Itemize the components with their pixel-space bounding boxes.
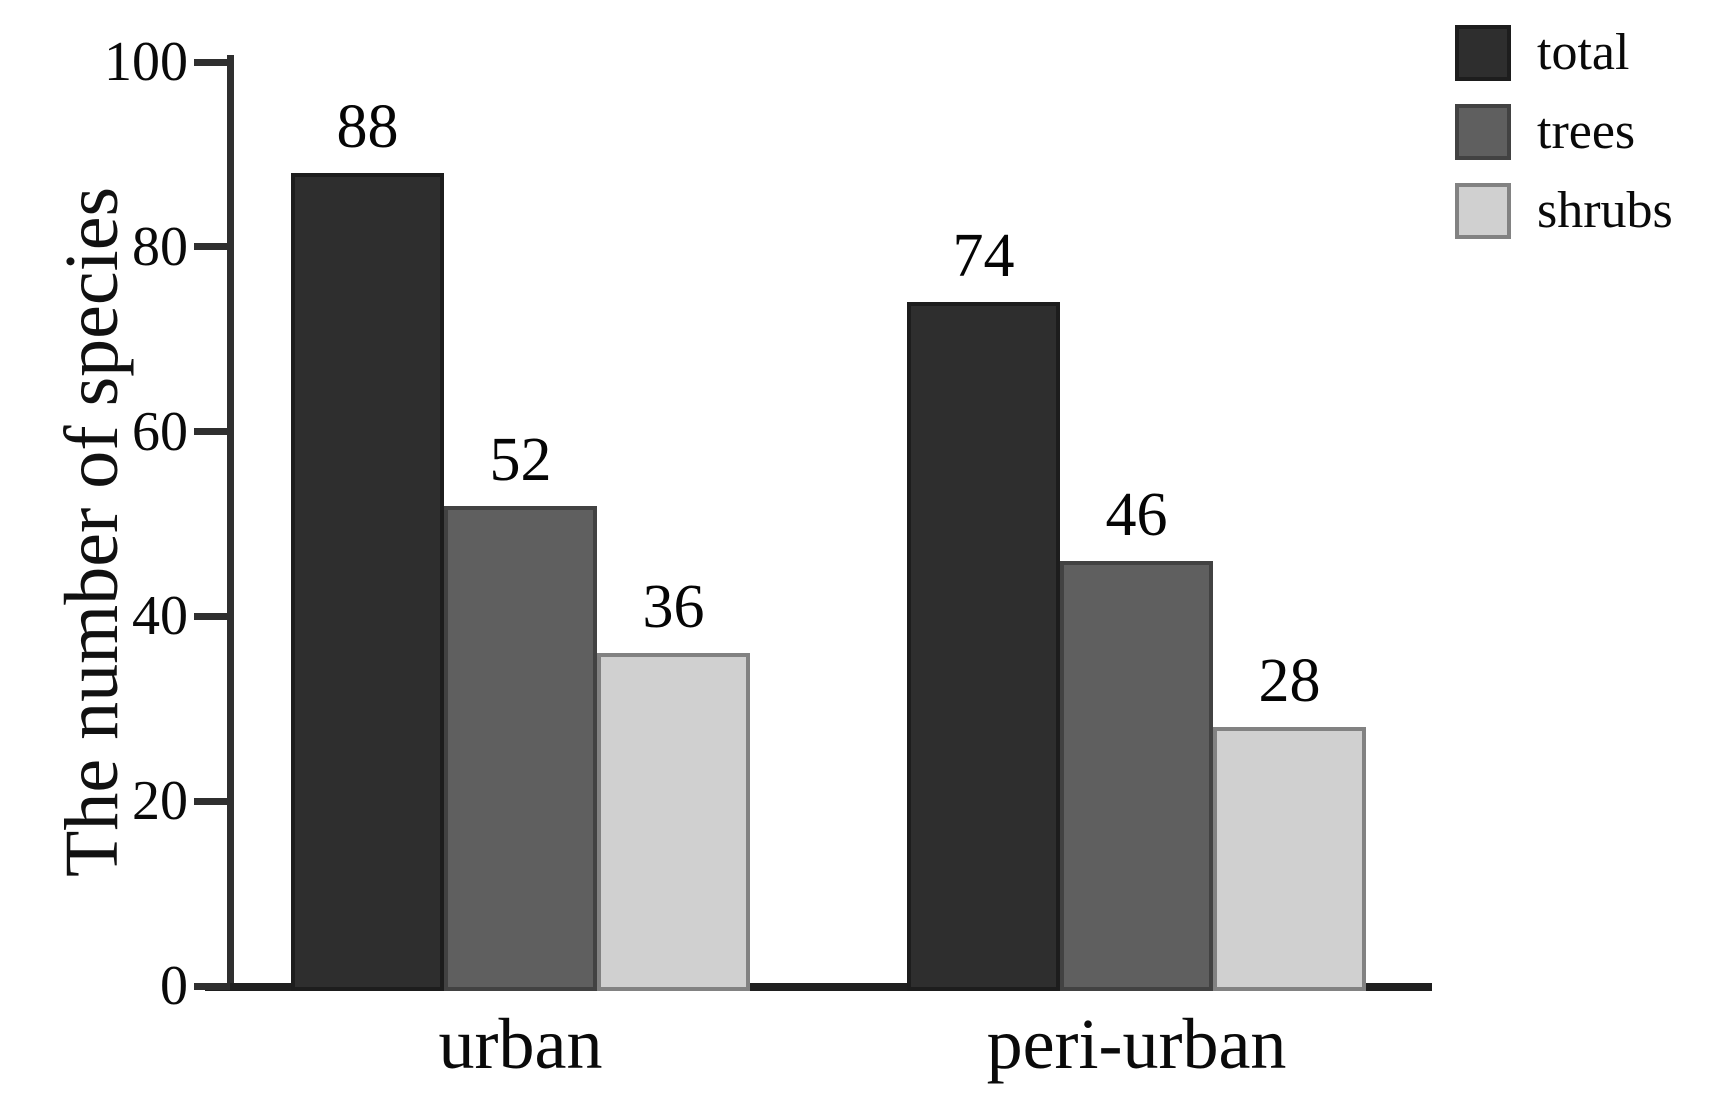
x-axis-line [205, 983, 1432, 991]
bar-value-label-urban-total: 88 [336, 92, 399, 161]
bar-peri-urban-shrubs [1213, 727, 1366, 991]
legend-label-shrubs: shrubs [1537, 182, 1673, 239]
bar-peri-urban-total [907, 302, 1060, 991]
y-tick-label-0: 0 [160, 955, 188, 1017]
y-tick-mark-20 [194, 797, 230, 805]
y-tick-label-100: 100 [104, 31, 188, 93]
y-tick-mark-60 [194, 428, 230, 436]
bar-value-label-urban-trees: 52 [489, 425, 552, 494]
legend-label-trees: trees [1537, 103, 1636, 160]
y-tick-mark-100 [194, 58, 230, 66]
bar-urban-shrubs [597, 653, 750, 991]
bar-urban-trees [444, 505, 597, 991]
legend-swatch-shrubs [1455, 183, 1511, 239]
legend-swatch-trees [1455, 104, 1511, 160]
bar-urban-total [291, 172, 444, 991]
bar-value-label-urban-shrubs: 36 [642, 573, 705, 642]
category-label-urban: urban [438, 1004, 603, 1084]
y-axis-title: The number of species [50, 186, 134, 878]
y-tick-mark-0 [194, 982, 230, 990]
y-tick-mark-40 [194, 612, 230, 620]
bar-value-label-peri-urban-trees: 46 [1105, 480, 1168, 549]
y-tick-mark-80 [194, 243, 230, 251]
y-tick-label-60: 60 [132, 400, 188, 463]
bar-value-label-peri-urban-total: 74 [952, 222, 1015, 291]
y-tick-label-80: 80 [132, 215, 188, 278]
bar-value-label-peri-urban-shrubs: 28 [1258, 647, 1321, 716]
y-tick-label-40: 40 [132, 585, 188, 648]
category-label-peri-urban: peri-urban [986, 1004, 1287, 1084]
bar-peri-urban-trees [1060, 560, 1213, 991]
y-axis-line [227, 55, 234, 987]
y-tick-label-20: 20 [132, 770, 188, 833]
legend-label-total: total [1537, 24, 1630, 81]
legend-swatch-total [1455, 25, 1511, 81]
